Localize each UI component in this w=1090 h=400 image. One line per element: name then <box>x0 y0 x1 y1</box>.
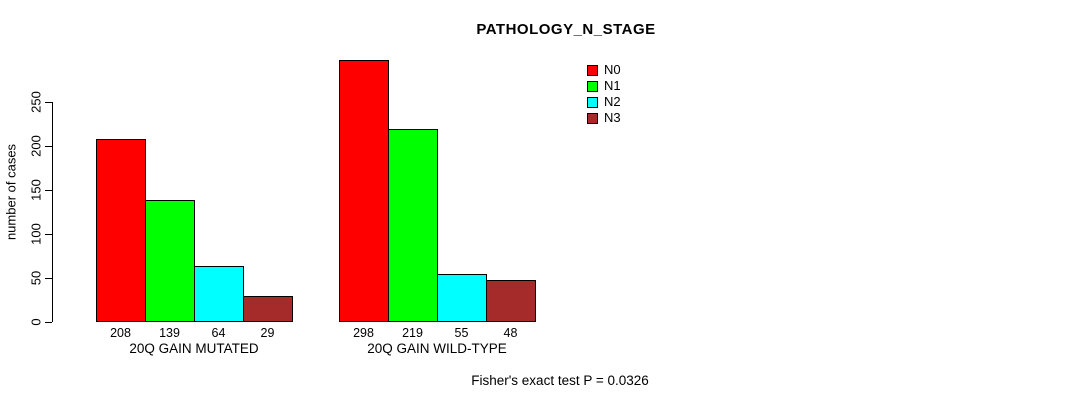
y-tick <box>45 102 52 103</box>
y-tick-label: 50 <box>28 270 44 286</box>
bar-value-label: 298 <box>353 326 374 340</box>
legend-swatch <box>587 80 598 92</box>
legend-label: N3 <box>604 110 621 125</box>
bar-value-label: 208 <box>110 326 131 340</box>
legend-label: N2 <box>604 94 621 109</box>
bar <box>437 274 487 322</box>
bar <box>96 139 146 322</box>
bar-value-label: 55 <box>454 326 469 340</box>
legend-item: N0 <box>587 62 621 78</box>
legend-swatch <box>587 64 598 76</box>
legend: N0 N1 N2 N3 <box>587 62 621 126</box>
bar <box>486 280 536 322</box>
chart-title: PATHOLOGY_N_STAGE <box>476 21 656 38</box>
legend-item: N3 <box>587 110 621 126</box>
bar <box>194 266 244 322</box>
legend-item: N2 <box>587 94 621 110</box>
y-tick <box>45 146 52 147</box>
legend-swatch <box>587 112 598 124</box>
bar-value-label: 64 <box>211 326 226 340</box>
legend-swatch <box>587 96 598 108</box>
y-tick-label: 150 <box>28 179 44 201</box>
y-tick <box>45 322 52 323</box>
group-label: 20Q GAIN WILD-TYPE <box>367 341 507 356</box>
y-axis-title: number of cases <box>3 143 19 241</box>
footnote-text: Fisher's exact test P = 0.0326 <box>471 373 649 388</box>
y-tick-label: 200 <box>28 135 44 157</box>
bar-value-label: 29 <box>260 326 275 340</box>
bar <box>145 200 195 322</box>
bar <box>339 60 389 322</box>
y-tick-label: 0 <box>28 318 44 326</box>
y-tick <box>45 278 52 279</box>
legend-label: N1 <box>604 78 621 93</box>
y-tick <box>45 190 52 191</box>
bar-value-label: 48 <box>503 326 518 340</box>
bar <box>388 129 438 322</box>
bar <box>243 296 293 322</box>
legend-label: N0 <box>604 62 621 77</box>
y-axis-line <box>52 102 53 322</box>
bar-value-label: 139 <box>159 326 180 340</box>
y-tick-label: 250 <box>28 91 44 113</box>
y-tick <box>45 234 52 235</box>
group-label: 20Q GAIN MUTATED <box>129 341 259 356</box>
legend-item: N1 <box>587 78 621 94</box>
bar-value-label: 219 <box>402 326 423 340</box>
y-tick-label: 100 <box>28 223 44 245</box>
